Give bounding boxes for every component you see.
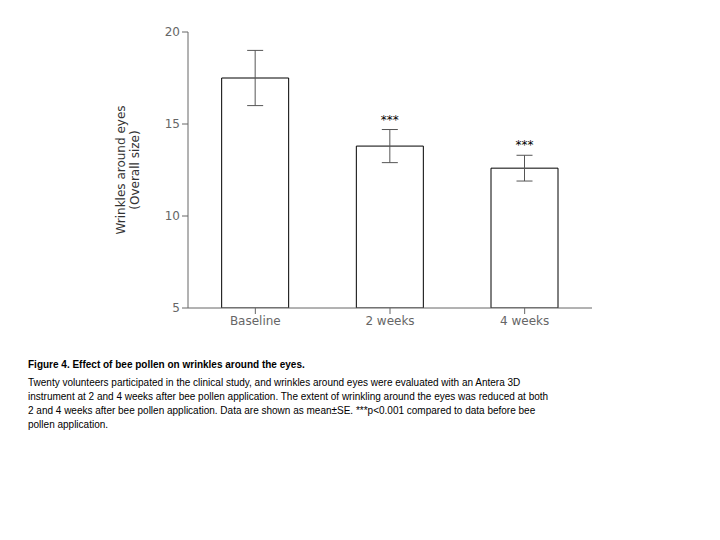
svg-text:***: *** (516, 138, 534, 152)
svg-text:5: 5 (172, 301, 180, 315)
html-text:pollen application.: pollen application. (28, 419, 109, 430)
html-text:Figure 4. Effect of bee pollen: Figure 4. Effect of bee pollen on wrinkl… (28, 359, 305, 370)
svg-text:Baseline: Baseline (230, 314, 281, 328)
svg-text:10: 10 (165, 209, 180, 223)
html-text:instrument at 2 and 4 weeks af: instrument at 2 and 4 weeks after bee po… (28, 391, 549, 402)
html-text:Twenty volunteers participated: Twenty volunteers participated in the cl… (28, 377, 521, 388)
html-text:2 and 4 weeks after bee pollen: 2 and 4 weeks after bee pollen applicati… (28, 405, 536, 416)
svg-text:***: *** (381, 113, 399, 127)
svg-text:15: 15 (165, 117, 180, 131)
svg-text:2 weeks: 2 weeks (365, 314, 414, 328)
svg-text:4 weeks: 4 weeks (500, 314, 549, 328)
svg-text:Wrinkles around eyes(Overall s: Wrinkles around eyes(Overall size) (114, 105, 142, 234)
svg-text:20: 20 (165, 25, 180, 39)
